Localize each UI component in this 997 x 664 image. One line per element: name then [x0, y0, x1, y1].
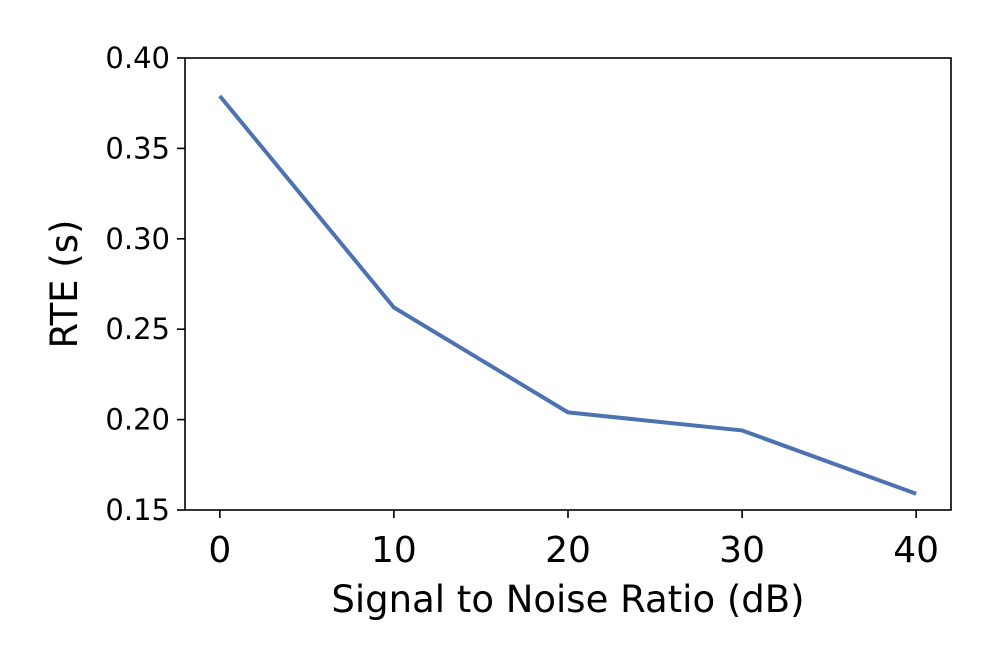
y-tick-label: 0.25: [105, 312, 170, 346]
x-tick-label: 30: [719, 530, 765, 571]
plot-frame: [184, 57, 952, 511]
x-tick-label: 20: [545, 530, 591, 571]
x-axis-ticks: 0 10 20 30 40: [208, 510, 939, 571]
y-axis-ticks: 0.15 0.20 0.25 0.30 0.35 0.40: [105, 41, 185, 527]
y-tick-label: 0.40: [105, 41, 170, 75]
x-tick-label: 0: [208, 530, 231, 571]
x-tick-label: 10: [371, 530, 417, 571]
x-tick-label: 40: [893, 530, 939, 571]
series-layer: [218, 94, 917, 496]
y-tick-label: 0.30: [105, 222, 170, 256]
x-axis-title: Signal to Noise Ratio (dB): [331, 578, 804, 621]
y-axis-title: RTE (s): [43, 220, 86, 349]
y-tick-label: 0.20: [105, 403, 170, 437]
y-tick-label: 0.35: [105, 131, 170, 165]
series-line-0: [218, 94, 917, 496]
y-tick-label: 0.15: [105, 493, 170, 527]
